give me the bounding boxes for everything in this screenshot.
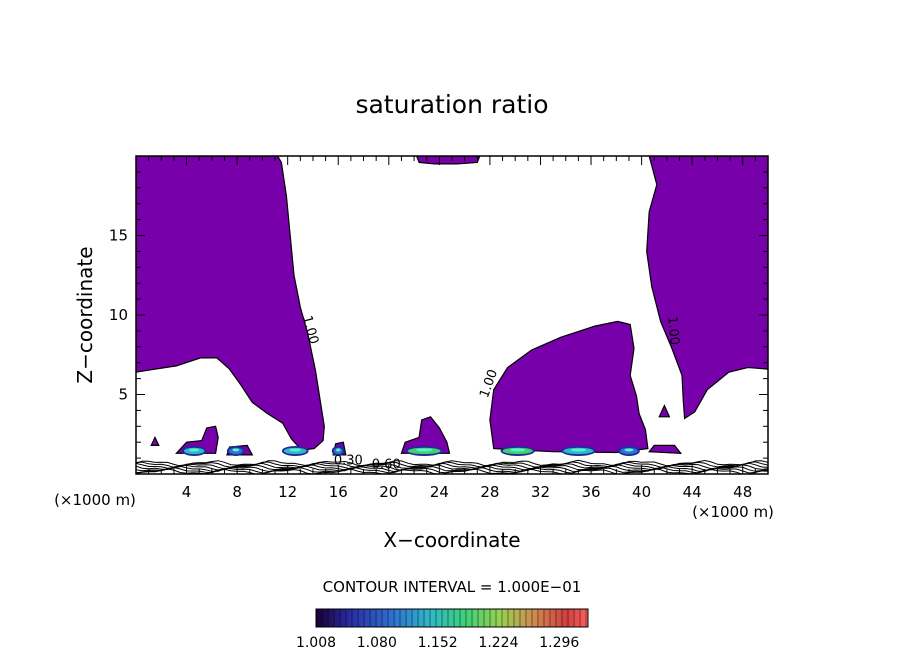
cell-x41: [648, 444, 683, 454]
core-inner-0: [189, 448, 200, 452]
y-tick-label: 15: [109, 227, 128, 245]
chart-title: saturation ratio: [355, 90, 548, 119]
y-tick-label: 10: [109, 306, 128, 324]
colorbar-tick-label: 1.296: [539, 635, 579, 651]
core-inner-2: [289, 448, 301, 452]
x-axis-title: X−coordinate: [383, 528, 520, 552]
colorbar-tick-label: 1.224: [478, 635, 518, 651]
core-inner-7: [624, 448, 634, 452]
x-tick-label: 32: [531, 483, 550, 501]
supersaturated-region-left: [136, 156, 325, 451]
colorbar-tick-label: 1.080: [357, 635, 397, 651]
x-unit-label-right: (×1000 m): [692, 503, 774, 521]
x-tick-label: 36: [581, 483, 600, 501]
colorbar: [315, 608, 589, 628]
x-tick-label: 24: [430, 483, 449, 501]
x-tick-label: 40: [632, 483, 651, 501]
supersaturated-region-middle: [489, 320, 649, 454]
core-inner-4: [415, 448, 433, 452]
contour-label: 1.00: [664, 316, 681, 346]
x-tick-label: 28: [480, 483, 499, 501]
x-tick-label: 16: [329, 483, 348, 501]
contour-label: 1.00: [299, 314, 321, 346]
core-inner-6: [570, 448, 586, 452]
contour-interval: CONTOUR INTERVAL = 1.000E−01: [323, 578, 582, 596]
colorbar-tick-label: 1.152: [418, 635, 458, 651]
supersaturated-region-top: [415, 156, 481, 165]
core-inner-5: [510, 448, 526, 452]
x-tick-label: 44: [683, 483, 702, 501]
cell-x4-8: [175, 425, 219, 454]
colorbar-tick-label: 1.008: [296, 635, 336, 651]
x-tick-label: 48: [733, 483, 752, 501]
contour-label: 0.30: [334, 453, 363, 468]
x-tick-label: 12: [278, 483, 297, 501]
core-inner-3: [336, 448, 341, 452]
cell-x42: [658, 404, 671, 418]
core-inner-1: [232, 448, 240, 452]
contour-label: 0.60: [372, 457, 401, 472]
x-unit-label-left: (×1000 m): [54, 491, 136, 509]
contour-line: [136, 459, 768, 467]
y-tick-label: 5: [118, 386, 128, 404]
y-axis-title: Z−coordinate: [73, 246, 97, 383]
cell-x23: [400, 416, 451, 454]
cell-x1: [150, 436, 160, 446]
supersaturated-region-right: [646, 156, 768, 420]
x-tick-label: 4: [182, 483, 192, 501]
x-tick-label: 8: [232, 483, 242, 501]
x-tick-label: 20: [379, 483, 398, 501]
